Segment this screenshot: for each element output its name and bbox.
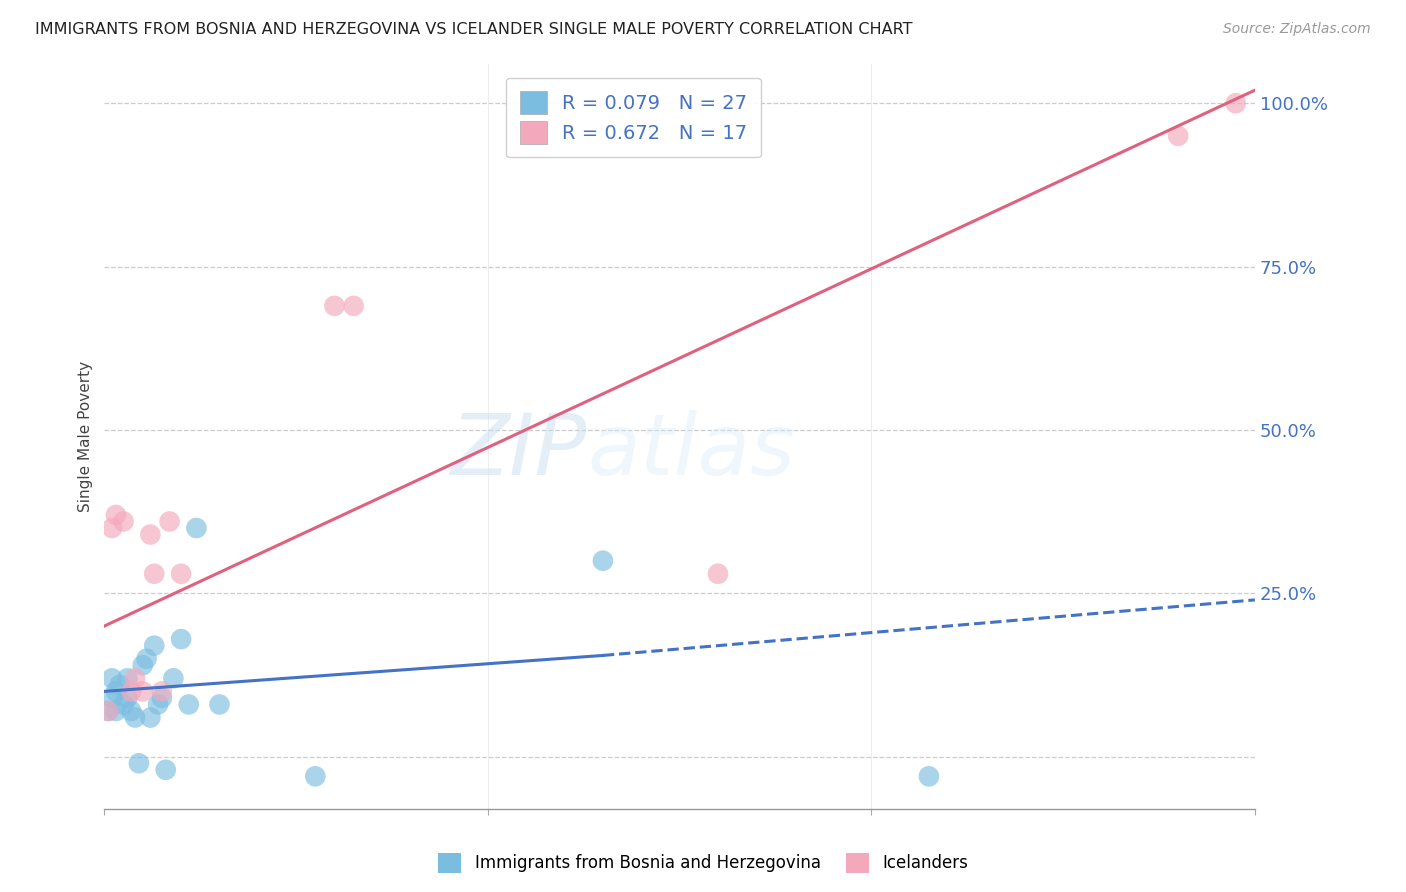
Point: [343, 299, 366, 313]
Point: [707, 566, 730, 581]
Point: [124, 710, 146, 724]
Point: [120, 704, 142, 718]
Point: [112, 698, 135, 712]
Point: [128, 756, 150, 771]
Point: [170, 632, 193, 646]
Y-axis label: Single Male Poverty: Single Male Poverty: [79, 361, 93, 512]
Point: [108, 678, 131, 692]
Point: [146, 698, 169, 712]
Point: [323, 299, 346, 313]
Text: atlas: atlas: [588, 410, 796, 493]
Point: [104, 684, 127, 698]
Point: [104, 704, 127, 718]
Point: [117, 671, 139, 685]
Point: [112, 515, 135, 529]
Point: [150, 690, 173, 705]
Point: [97, 704, 120, 718]
Point: [150, 684, 173, 698]
Point: [592, 554, 614, 568]
Point: [162, 671, 184, 685]
Point: [117, 690, 139, 705]
Text: ZIP: ZIP: [451, 410, 588, 493]
Point: [124, 671, 146, 685]
Point: [186, 521, 208, 535]
Point: [1225, 96, 1247, 111]
Point: [97, 704, 120, 718]
Point: [101, 690, 124, 705]
Point: [177, 698, 200, 712]
Legend: R = 0.079   N = 27, R = 0.672   N = 17: R = 0.079 N = 27, R = 0.672 N = 17: [506, 78, 761, 157]
Point: [139, 527, 162, 541]
Point: [143, 566, 166, 581]
Point: [101, 671, 124, 685]
Point: [139, 710, 162, 724]
Point: [208, 698, 231, 712]
Point: [170, 566, 193, 581]
Point: [918, 769, 941, 783]
Point: [120, 684, 142, 698]
Point: [304, 769, 326, 783]
Text: Source: ZipAtlas.com: Source: ZipAtlas.com: [1223, 22, 1371, 37]
Point: [143, 639, 166, 653]
Legend: Immigrants from Bosnia and Herzegovina, Icelanders: Immigrants from Bosnia and Herzegovina, …: [432, 847, 974, 880]
Point: [135, 651, 157, 665]
Point: [155, 763, 177, 777]
Point: [101, 521, 124, 535]
Point: [132, 658, 155, 673]
Point: [159, 515, 181, 529]
Text: IMMIGRANTS FROM BOSNIA AND HERZEGOVINA VS ICELANDER SINGLE MALE POVERTY CORRELAT: IMMIGRANTS FROM BOSNIA AND HERZEGOVINA V…: [35, 22, 912, 37]
Point: [1167, 128, 1189, 143]
Point: [104, 508, 127, 522]
Point: [132, 684, 155, 698]
